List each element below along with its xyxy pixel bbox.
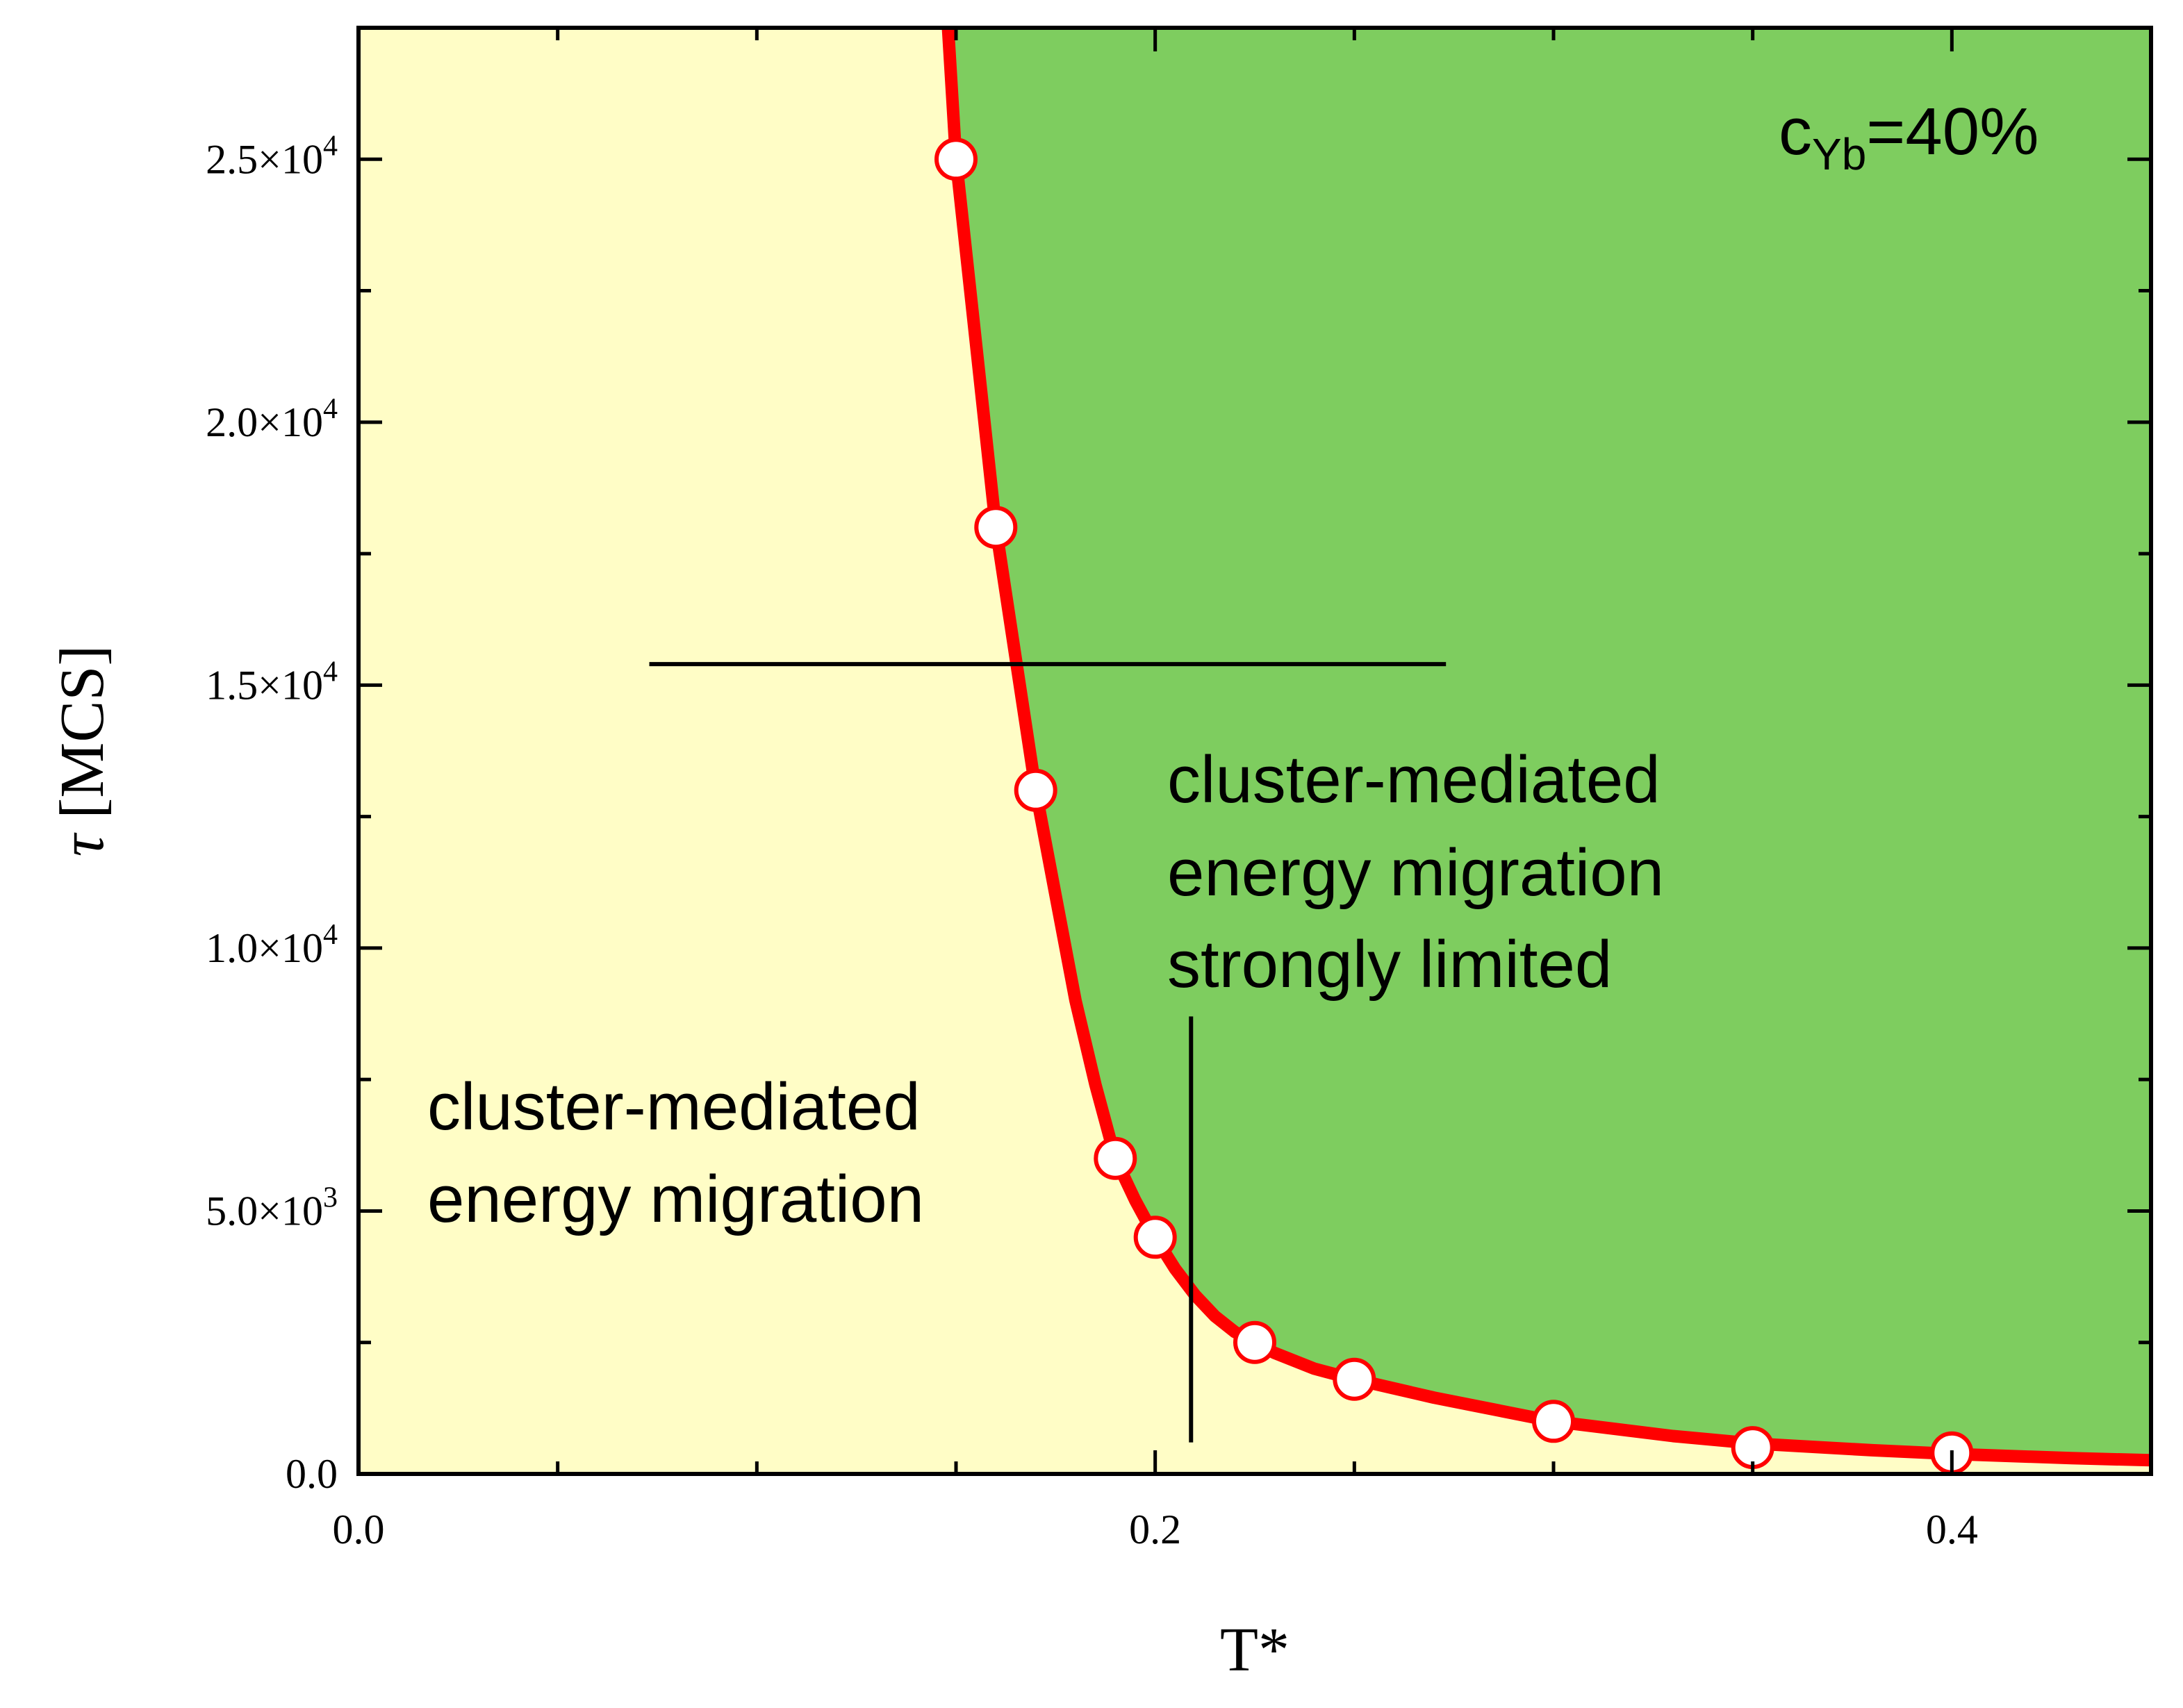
- y-tick-label: 0.0: [286, 1451, 338, 1497]
- concentration-value: =40%: [1866, 94, 2038, 169]
- right-region-label-line: energy migration: [1167, 836, 1664, 910]
- x-tick-label: 0.0: [333, 1507, 385, 1552]
- x-tick-label: 0.2: [1129, 1507, 1181, 1552]
- data-point: [1333, 1357, 1376, 1401]
- data-point: [1233, 1320, 1276, 1364]
- y-tick-label: 1.0×104: [206, 919, 338, 971]
- right-region: [948, 28, 2151, 1461]
- x-tick-label: 0.4: [1926, 1507, 1978, 1552]
- y-tick-label: 5.0×103: [206, 1181, 338, 1234]
- left-region-label-line: cluster-mediated: [427, 1070, 921, 1144]
- y-axis-unit: [MCS]: [48, 645, 117, 819]
- data-point: [974, 506, 1018, 549]
- y-tick-label: 2.5×104: [206, 130, 338, 182]
- right-region-label: cluster-mediated energy migration strong…: [1167, 743, 1683, 1002]
- data-point: [1532, 1400, 1575, 1443]
- concentration-label: cYb=40%: [1779, 94, 2038, 179]
- data-point: [1094, 1136, 1137, 1180]
- right-region-label-line: strongly limited: [1167, 927, 1612, 1002]
- data-point: [934, 138, 978, 181]
- left-region-label-line: energy migration: [427, 1162, 924, 1236]
- y-axis-title: τ [MCS]: [48, 645, 117, 857]
- data-point: [1133, 1216, 1177, 1259]
- concentration-base: c: [1779, 94, 1812, 169]
- fit-curve: [941, 28, 2151, 1467]
- concentration-subscript: Yb: [1812, 129, 1866, 179]
- plot-frame: [356, 26, 2153, 1476]
- left-region-label: cluster-mediated energy migration: [427, 1070, 939, 1236]
- y-tick-label: 2.0×104: [206, 393, 338, 445]
- data-point: [1731, 1426, 1774, 1470]
- y-tick-label: 1.5×104: [206, 656, 338, 708]
- data-point: [1014, 768, 1057, 812]
- y-axis-symbol: τ: [48, 832, 117, 856]
- x-axis-title: T*: [1220, 1616, 1290, 1684]
- right-region-label-line: cluster-mediated: [1167, 743, 1661, 817]
